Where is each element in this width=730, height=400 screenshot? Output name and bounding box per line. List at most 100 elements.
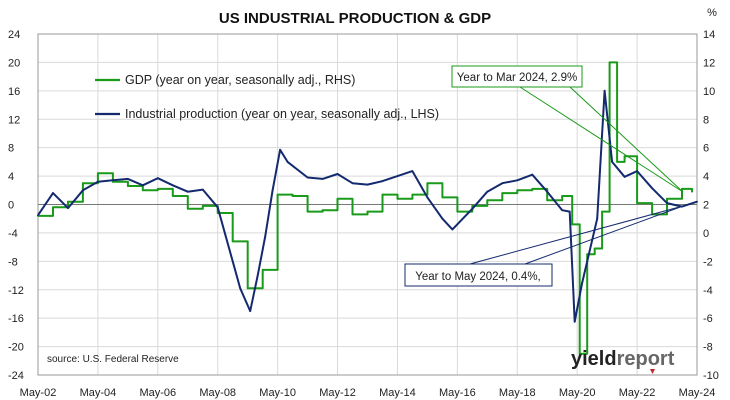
x-axis-ticks: May-02 May-04 May-06 May-08 May-10 May-12 May-… bbox=[20, 387, 716, 399]
data-point-gdp bbox=[691, 190, 693, 193]
data-point-ip bbox=[441, 217, 444, 220]
data-point-gdp bbox=[231, 240, 234, 243]
data-point-ip bbox=[546, 190, 549, 193]
data-point-gdp bbox=[261, 269, 264, 271]
data-point-ip bbox=[588, 249, 591, 252]
left-axis-tick-label: 16 bbox=[8, 86, 20, 98]
data-point-gdp bbox=[381, 193, 384, 196]
annotation-gdp-text: Year to Mar 2024, 2.9% bbox=[457, 72, 577, 84]
data-point-ip bbox=[471, 207, 474, 210]
data-point-gdp bbox=[531, 188, 534, 190]
gridlines bbox=[37, 33, 698, 376]
data-point-ip bbox=[216, 206, 219, 209]
left-axis-tick-label: -20 bbox=[8, 342, 24, 354]
left-axis-ticks: 24 20 16 12 8 4 0 -4 -8 -12 -16 -20 -24 bbox=[8, 29, 24, 382]
data-point-gdp bbox=[306, 210, 309, 213]
x-axis-tick-label: May-04 bbox=[80, 387, 117, 399]
annotation-ip-text: Year to May 2024, 0.4%, bbox=[415, 271, 541, 283]
data-point-ip bbox=[256, 274, 259, 277]
data-point-gdp bbox=[578, 352, 581, 355]
left-axis-tick-label: 0 bbox=[8, 200, 14, 212]
data-point-gdp bbox=[127, 185, 129, 187]
legend-ip-label: Industrial production (year on year, sea… bbox=[125, 107, 439, 121]
data-point-gdp bbox=[321, 209, 324, 212]
left-axis-tick-label: 24 bbox=[8, 29, 20, 41]
data-point-ip bbox=[573, 320, 576, 323]
data-point-gdp bbox=[456, 210, 459, 213]
data-point-gdp bbox=[593, 247, 596, 250]
data-point-ip bbox=[603, 89, 606, 92]
data-point-gdp bbox=[336, 197, 339, 200]
data-point-gdp bbox=[623, 155, 626, 158]
data-point-ip bbox=[249, 310, 252, 312]
x-axis-tick-label: May-18 bbox=[499, 387, 536, 399]
data-point-gdp bbox=[636, 202, 638, 205]
data-point-gdp bbox=[112, 180, 114, 183]
data-point-ip bbox=[67, 207, 69, 210]
data-point-gdp bbox=[396, 197, 399, 200]
data-point-gdp bbox=[246, 287, 249, 290]
data-point-ip bbox=[381, 180, 384, 183]
chart-title: US INDUSTRIAL PRODUCTION & GDP bbox=[219, 10, 491, 27]
x-axis-tick-label: May-10 bbox=[259, 387, 296, 399]
data-point-gdp bbox=[67, 200, 69, 203]
annotation-gdp: Year to Mar 2024, 2.9% bbox=[451, 65, 684, 193]
left-axis-tick-label: -12 bbox=[8, 285, 24, 297]
data-point-ip bbox=[581, 281, 584, 284]
data-point-ip bbox=[224, 233, 227, 236]
brand-logo-text: yieldreport bbox=[571, 348, 675, 370]
data-point-ip bbox=[201, 188, 204, 191]
data-point-ip bbox=[501, 182, 504, 185]
data-point-ip bbox=[97, 180, 99, 183]
left-axis-tick-label: 12 bbox=[8, 114, 20, 126]
data-point-gdp bbox=[141, 189, 144, 192]
data-point-gdp bbox=[82, 182, 84, 185]
data-point-gdp bbox=[52, 206, 54, 209]
data-point-gdp bbox=[546, 199, 549, 202]
data-point-ip bbox=[366, 183, 369, 186]
data-point-ip bbox=[37, 214, 39, 217]
annotation-gdp-leader-2 bbox=[569, 86, 684, 193]
right-axis-ticks: 14 12 10 8 6 4 2 0 -2 -4 -6 -8 -10 bbox=[703, 29, 719, 382]
right-axis-tick-label: -8 bbox=[703, 342, 713, 354]
data-point-gdp bbox=[171, 195, 174, 197]
data-point-gdp bbox=[486, 199, 489, 202]
data-point-ip bbox=[623, 175, 626, 178]
right-axis-tick-label: -4 bbox=[703, 285, 713, 297]
annotation-ip: Year to May 2024, 0.4%, bbox=[404, 205, 684, 287]
data-point-gdp bbox=[666, 197, 668, 200]
x-axis-tick-label: May-06 bbox=[139, 387, 176, 399]
data-point-ip bbox=[666, 202, 668, 205]
data-point-ip bbox=[561, 209, 564, 212]
data-point-gdp bbox=[276, 193, 279, 196]
data-point-ip bbox=[451, 228, 454, 231]
brand-logo-yield: yield bbox=[571, 348, 617, 370]
data-point-gdp bbox=[97, 172, 99, 175]
data-point-ip bbox=[271, 189, 274, 192]
data-point-gdp bbox=[501, 192, 504, 195]
data-point-gdp bbox=[441, 196, 444, 199]
right-axis-unit: % bbox=[707, 7, 717, 19]
data-point-ip bbox=[596, 217, 599, 220]
source-note: source: U.S. Federal Reserve bbox=[47, 354, 179, 365]
x-axis-tick-label: May-14 bbox=[379, 387, 416, 399]
right-axis-tick-label: 2 bbox=[703, 200, 709, 212]
x-axis-tick-label: May-02 bbox=[20, 387, 57, 399]
right-axis-tick-label: 8 bbox=[703, 114, 709, 126]
data-point-gdp bbox=[156, 188, 159, 190]
brand-logo-marker-icon bbox=[650, 369, 655, 374]
data-point-ip bbox=[156, 177, 159, 180]
data-point-gdp bbox=[681, 188, 683, 190]
brand-logo-report: report bbox=[617, 348, 675, 370]
right-axis-tick-label: 0 bbox=[703, 228, 709, 240]
annotation-gdp-box bbox=[451, 65, 583, 88]
data-point-ip bbox=[171, 184, 174, 187]
data-point-gdp bbox=[186, 207, 189, 210]
right-axis-tick-label: -2 bbox=[703, 256, 713, 268]
right-axis-tick-label: 12 bbox=[703, 57, 715, 69]
data-point-ip bbox=[306, 176, 309, 179]
data-point-ip bbox=[396, 175, 399, 178]
data-point-gdp bbox=[586, 253, 589, 256]
